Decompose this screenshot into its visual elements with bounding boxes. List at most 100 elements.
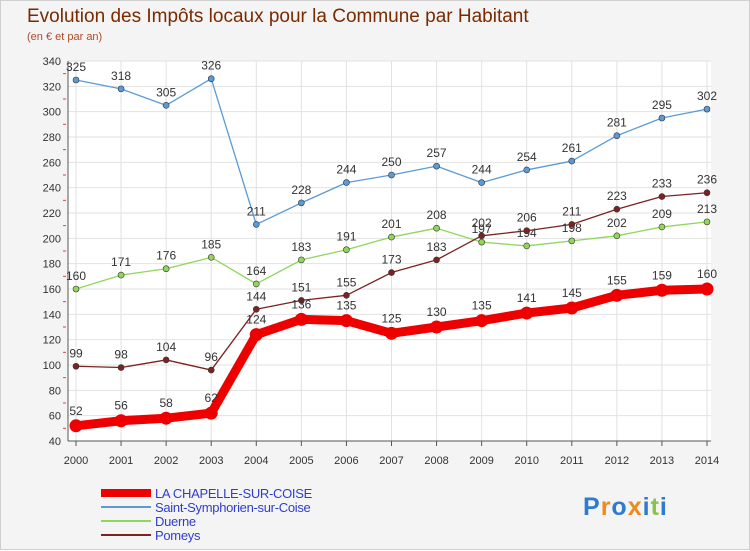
legend-label-duerne: Duerne (155, 513, 196, 529)
data-label: 141 (517, 291, 537, 305)
y-tick-label: 100 (43, 360, 61, 372)
data-point (433, 256, 440, 264)
y-tick-label: 40 (49, 436, 61, 448)
data-label: 185 (201, 237, 221, 251)
x-tick-label: 2007 (379, 455, 403, 467)
data-label: 56 (114, 399, 128, 413)
y-tick-label: 200 (43, 233, 61, 245)
data-point (613, 132, 621, 140)
x-tick-label: 2004 (244, 455, 268, 467)
y-tick-label: 160 (43, 284, 61, 296)
x-tick-label: 2010 (514, 455, 538, 467)
data-label: 302 (697, 89, 717, 103)
data-point (69, 419, 83, 433)
x-tick-label: 2005 (289, 455, 313, 467)
data-point (162, 265, 170, 273)
data-point (252, 305, 260, 313)
data-point (385, 326, 398, 340)
data-point (433, 224, 440, 232)
data-label: 236 (697, 173, 717, 187)
data-label: 254 (517, 150, 537, 164)
data-label: 223 (607, 189, 627, 203)
x-tick-label: 2011 (560, 455, 584, 467)
data-point (655, 283, 669, 297)
data-point (523, 166, 531, 174)
data-label: 202 (607, 216, 627, 230)
data-label: 171 (111, 255, 131, 269)
data-label: 155 (607, 273, 627, 287)
data-label: 208 (427, 208, 447, 222)
data-point (388, 233, 395, 241)
legend-swatch-saint-symphorien (101, 506, 151, 508)
data-label: 136 (291, 297, 311, 311)
data-label: 173 (381, 253, 401, 267)
y-tick-label: 180 (43, 259, 61, 271)
x-tick-label: 2002 (154, 455, 178, 467)
data-point (72, 362, 80, 370)
data-point (252, 280, 260, 288)
data-point (207, 366, 215, 374)
data-point (478, 232, 485, 240)
x-tick-label: 2001 (109, 455, 133, 467)
data-point (114, 414, 128, 428)
data-label: 211 (247, 204, 266, 218)
data-point (475, 314, 489, 328)
data-label: 244 (472, 163, 492, 177)
data-label: 191 (336, 230, 356, 244)
data-label: 295 (652, 98, 672, 112)
y-tick-label: 140 (43, 309, 61, 321)
y-tick-label: 60 (49, 411, 61, 423)
data-point (658, 193, 666, 200)
data-point (117, 271, 125, 279)
legend-swatch-pomeys (101, 534, 151, 536)
data-point (388, 269, 395, 276)
data-label: 228 (291, 183, 311, 197)
data-label: 244 (336, 163, 356, 177)
data-label: 176 (156, 249, 176, 263)
data-point (703, 189, 711, 197)
y-tick-label: 340 (43, 56, 61, 68)
data-label: 183 (291, 240, 311, 254)
y-tick-label: 300 (43, 107, 61, 119)
chart-subtitle: (en € et par an) (27, 31, 103, 43)
x-tick-label: 2003 (199, 455, 223, 467)
legend-item-saint-symphorien: Saint-Symphorien-sur-Coise (101, 500, 312, 515)
data-label: 197 (472, 222, 492, 236)
data-label: 99 (69, 346, 83, 360)
data-point (249, 328, 263, 342)
data-label: 213 (697, 202, 717, 216)
y-tick-label: 260 (43, 157, 61, 169)
data-point (252, 221, 260, 228)
data-point (703, 105, 711, 113)
data-point (478, 238, 485, 246)
data-point (388, 171, 395, 179)
data-point (433, 162, 440, 170)
data-point (523, 227, 531, 235)
plot-area (68, 61, 711, 441)
data-label: 211 (562, 204, 581, 218)
data-point (343, 292, 350, 299)
y-tick-label: 320 (43, 81, 61, 93)
data-point (162, 356, 170, 364)
data-label: 124 (246, 313, 266, 327)
data-point (117, 85, 125, 93)
data-point (700, 282, 714, 296)
x-tick-label: 2008 (424, 455, 448, 467)
y-tick-label: 240 (43, 183, 61, 195)
logo-letter: r (600, 493, 612, 521)
data-point (568, 157, 576, 165)
data-point (117, 364, 125, 371)
data-label: 261 (562, 141, 582, 155)
data-label: 155 (336, 275, 356, 289)
x-tick-label: 2009 (469, 455, 493, 467)
data-label: 130 (427, 305, 447, 319)
chart-legend: LA CHAPELLE-SUR-COISE Saint-Symphorien-s… (101, 486, 312, 543)
data-point (298, 256, 305, 264)
data-label: 135 (336, 299, 356, 313)
data-point (162, 102, 170, 109)
legend-item-la-chapelle: LA CHAPELLE-SUR-COISE (101, 486, 312, 501)
data-label: 201 (381, 217, 401, 231)
logo-letter: t (650, 493, 660, 521)
data-label: 52 (69, 404, 83, 418)
data-label: 144 (246, 289, 266, 303)
